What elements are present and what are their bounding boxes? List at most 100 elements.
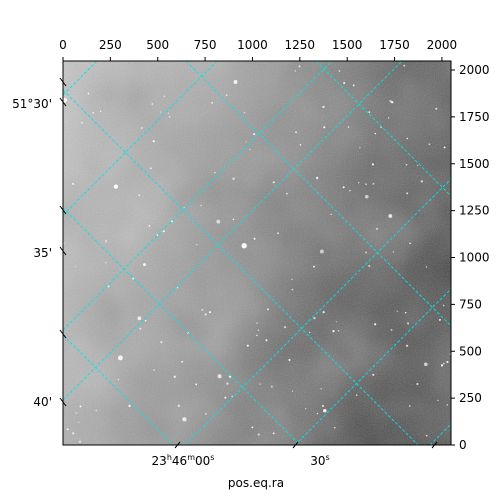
right-tick-label: 750 [459,297,482,311]
grid-line [63,334,174,445]
star [406,137,408,140]
dec-axis: 51°30' 35' 40' [12,77,67,409]
star [368,111,371,113]
plot-frame [62,60,452,446]
top-tick-label: 750 [194,38,217,52]
star [177,404,180,407]
star [322,404,324,407]
star [74,265,77,267]
x-axis-title: pos.eq.ra [228,476,284,490]
star [151,103,153,105]
dec-tick-mark [59,246,67,256]
star [92,112,94,114]
star [113,184,119,189]
star [349,189,351,192]
star [446,404,448,406]
star [435,107,438,110]
star [196,243,198,246]
star [406,344,409,347]
star [337,330,340,332]
star [105,239,107,242]
star [160,341,163,344]
grid-line [294,288,451,445]
star [319,249,324,254]
star [105,262,107,264]
star [387,117,390,119]
dec-tick-label: 51°30' [12,97,52,111]
grid-line [63,89,419,445]
ra-tick-mark [292,441,299,449]
star [291,288,294,291]
ra-tick-label: 23h46m00s [152,453,215,468]
star [66,428,69,431]
dec-tick-mark [59,397,67,407]
star [390,328,393,331]
star [403,64,406,67]
star [359,146,361,149]
star [288,358,291,362]
star [204,313,207,316]
star [249,148,251,151]
dec-tick-mark [59,205,67,215]
grid-line [63,61,333,331]
star [144,319,147,322]
star [333,426,336,429]
right-tick-label: 1250 [459,204,490,218]
star [117,355,123,361]
star [168,115,171,118]
star [176,287,179,289]
star [291,278,293,280]
star [265,339,268,342]
star [352,84,355,87]
star [392,251,395,253]
star [267,308,269,311]
star [95,409,97,412]
star [72,432,75,435]
star [78,440,81,443]
star [245,141,247,143]
star [81,122,83,124]
star [420,180,424,183]
dec-tick-label: 40' [33,395,52,409]
top-tick-label: 1250 [285,38,316,52]
star [343,81,346,85]
star [128,404,131,408]
star [347,126,350,128]
star [143,263,146,267]
coordinate-grid [63,61,451,445]
star [241,243,247,249]
star [160,111,162,113]
star [163,95,165,97]
star [406,322,410,325]
star [283,325,287,329]
star [437,399,439,402]
star [298,65,301,68]
star [259,383,261,385]
star [272,432,275,435]
star [332,330,335,333]
star [320,388,322,390]
star [270,385,273,388]
star [156,234,159,236]
star [442,362,445,365]
star [406,192,409,195]
star [338,70,341,72]
star [404,311,407,314]
star [256,334,258,337]
star [408,405,411,407]
star [182,417,187,422]
grid-line [63,61,98,96]
grid-line [315,61,451,197]
star [425,266,428,268]
right-tick-label: 2000 [459,63,490,77]
right-tick-label: 1000 [459,251,490,265]
star [322,310,325,314]
star [107,285,110,288]
star [105,240,108,243]
star [372,373,375,376]
star [137,316,142,321]
star [87,92,90,95]
top-tick-label: 1000 [237,38,268,52]
star [417,164,419,167]
star [330,213,332,216]
